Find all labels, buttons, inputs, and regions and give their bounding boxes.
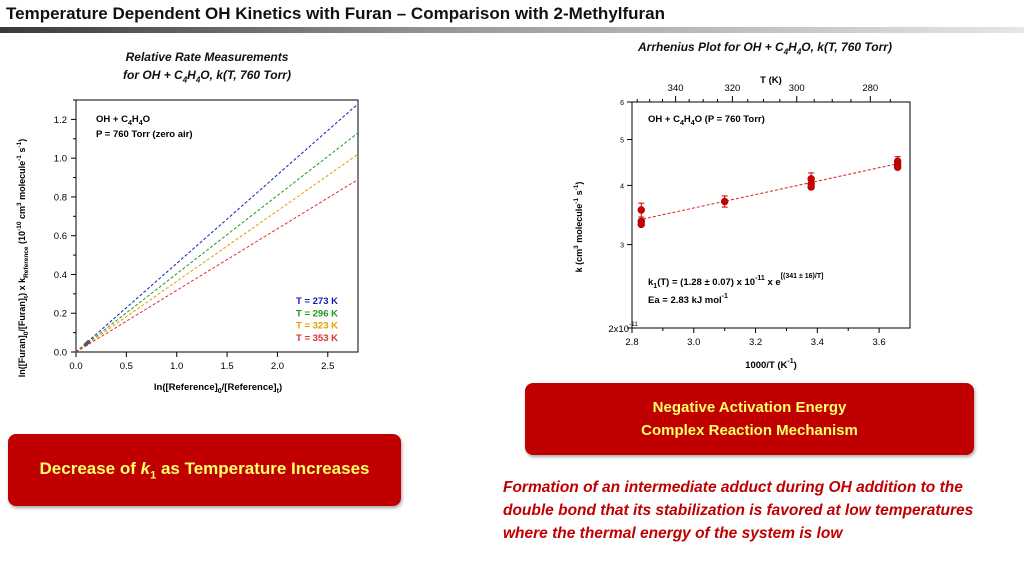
left-y-tick-label: 0.0 — [54, 348, 67, 359]
left-x-tick-label: 0.5 — [120, 361, 133, 372]
right-y-tick-label: 2x10 — [608, 324, 629, 335]
right-activation-energy: Ea = 2.83 kJ mol-1 — [648, 293, 728, 306]
right-data-point — [720, 197, 729, 206]
left-y-tick-label: 0.4 — [54, 270, 67, 281]
left-x-tick-label: 2.0 — [271, 361, 284, 372]
left-annotation-line1: OH + C4H4O — [96, 114, 150, 127]
left-chart-caption: Relative Rate Measurements for OH + C4H4… — [92, 48, 322, 89]
right-y-tick-label: 3 — [620, 243, 624, 250]
right-fit-equation: k1(T) = (1.28 ± 0.07) x 10-11 x e[(341 ±… — [648, 273, 823, 290]
right-plot-frame — [631, 101, 911, 329]
left-legend-entry: T = 353 K — [296, 333, 338, 344]
right-x-tick-label: 3.0 — [687, 337, 700, 348]
title-underline — [0, 27, 1024, 33]
temperature-trend-box: Decrease of k1 as Temperature Increases — [8, 434, 401, 506]
left-plot-frame — [75, 99, 359, 353]
left-y-axis-label: ln([Furan]0/[Furan]t) x kReference (10-1… — [16, 139, 30, 377]
left-y-tick-label: 0.2 — [54, 309, 67, 320]
right-data-point — [637, 220, 645, 229]
right-top-tick-label: 340 — [668, 83, 684, 94]
arrhenius-chart: 2.8 3.0 3.2 3.4 3.6 340 320 300 280 2x10 -11 3 4 5 6 T… — [573, 75, 911, 370]
left-series-line — [75, 132, 359, 353]
right-annotation: OH + C4H4O (P = 760 Torr) — [648, 114, 765, 127]
right-top-tick-label: 320 — [724, 83, 740, 94]
relative-rate-chart: 0.0 0.5 1.0 1.5 2.0 2.5 0.0 0.2 0.4 0.6 0.8 1.0 1.2 T… — [16, 99, 359, 395]
left-x-tick-label: 2.5 — [321, 361, 334, 372]
left-x-tick-label: 0.0 — [69, 361, 82, 372]
right-y-tick-label: 4 — [620, 183, 624, 190]
left-x-axis-label: ln([Reference]0/[Reference]t) — [154, 382, 282, 395]
right-data-point — [893, 163, 902, 171]
left-y-tick-label: 0.8 — [54, 192, 67, 203]
right-top-axis-label: T (K) — [760, 75, 782, 86]
right-x-tick-label: 2.8 — [625, 337, 638, 348]
left-data-point — [86, 340, 91, 345]
left-y-tick-label: 1.0 — [54, 154, 67, 165]
mechanism-explanation: Formation of an intermediate adduct duri… — [503, 479, 974, 542]
left-legend-entry: T = 323 K — [296, 321, 338, 332]
right-x-tick-label: 3.2 — [749, 337, 762, 348]
left-y-tick-label: 0.6 — [54, 231, 67, 242]
left-caption-line1: Relative Rate Measurements — [125, 50, 289, 64]
negative-activation-box: Negative Activation Energy Complex React… — [525, 383, 974, 455]
left-series-line — [75, 103, 359, 353]
right-y-tick-exponent: -11 — [629, 321, 638, 328]
box-right-line1: Negative Activation Energy — [652, 399, 847, 416]
right-y-tick-label: 5 — [620, 138, 624, 145]
left-caption-line2: for OH + C4H4O, k(T, 760 Torr) — [123, 68, 291, 85]
box-right-line2: Complex Reaction Mechanism — [641, 422, 858, 439]
left-legend-entry: T = 296 K — [296, 308, 338, 319]
left-x-tick-label: 1.5 — [220, 361, 233, 372]
page-title: Temperature Dependent OH Kinetics with F… — [6, 4, 665, 23]
right-fit-line — [638, 162, 901, 221]
left-annotation-line2: P = 760 Torr (zero air) — [96, 129, 193, 140]
left-series-line — [75, 153, 359, 353]
right-chart-caption: Arrhenius Plot for OH + C4H4O, k(T, 760 … — [638, 40, 892, 57]
right-x-tick-label: 3.6 — [873, 337, 886, 348]
right-data-point — [807, 183, 815, 191]
left-x-tick-label: 1.0 — [170, 361, 183, 372]
right-top-tick-label: 300 — [789, 83, 805, 94]
right-top-tick-label: 280 — [862, 83, 878, 94]
left-y-tick-label: 1.2 — [54, 115, 67, 126]
left-series-line — [75, 179, 359, 353]
right-x-tick-label: 3.4 — [811, 337, 824, 348]
box-left-text: Decrease of k1 as Temperature Increases — [39, 458, 370, 482]
left-legend-entry: T = 273 K — [296, 296, 338, 307]
right-y-axis-label: k (cm3 molecule-1 s-1) — [573, 182, 584, 273]
right-y-tick-label: 6 — [620, 100, 624, 107]
right-x-axis-label: 1000/T (K-1) — [745, 358, 797, 370]
right-data-point — [637, 206, 645, 214]
